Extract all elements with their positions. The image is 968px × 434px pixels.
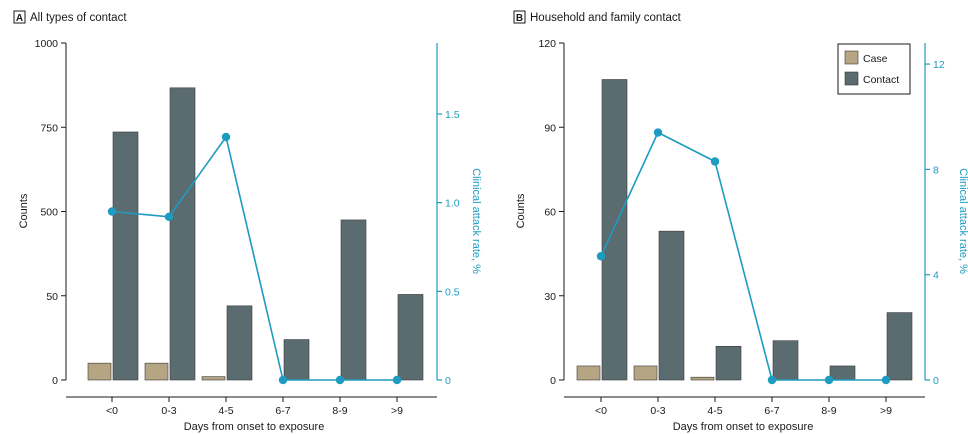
panel-a-y2-tick-label: 0.5 [445, 286, 460, 298]
panel-b-legend-label-case: Case [863, 53, 888, 65]
panel-b-y2-tick-label: 4 [933, 270, 939, 282]
panel-a-attack-rate-point [278, 375, 288, 385]
panel-a-case-bar [87, 362, 112, 381]
panel-b-attack-rate-point [824, 375, 834, 385]
panel-a-letter-box [13, 10, 26, 24]
panel-a-contact-bar [112, 131, 139, 381]
panel-a-case-bar [201, 376, 226, 381]
panel-b-y-tick-label: 0 [550, 375, 556, 387]
panel-a-plot-area: 0 50 500 750 1000 <0 0-3 4-5 6-7 8-9 >9 0 0.5 1.0 1.5 [35, 38, 460, 417]
panel-b-y2-axis-label: Clinical attack rate, % [957, 168, 968, 274]
panel-b-legend-label-contact: Contact [863, 74, 899, 86]
panel-b-x-tick-label: 4-5 [707, 405, 722, 417]
panel-b-case-bar [690, 376, 715, 381]
panel-b-attack-rate-point [881, 375, 891, 385]
panel-b-case-bar [633, 365, 658, 381]
panel-b-y2-tick-label: 0 [933, 375, 939, 387]
panel-a-x-tick-label: 4-5 [218, 405, 233, 417]
panel-b-x-tick-label: 0-3 [650, 405, 665, 417]
panel-a-attack-rate-point [107, 207, 117, 216]
panel-b-y-axis-label: Counts [515, 193, 527, 228]
panel-a-contact-bar [169, 87, 196, 381]
panel-a-y2-tick-label: 1.0 [445, 198, 460, 210]
panel-a-x-tick-label: <0 [106, 405, 118, 417]
panel-b-x-tick-label: 6-7 [764, 405, 779, 417]
panel-a-letter: A [16, 13, 23, 24]
panel-b-letter: B [516, 13, 523, 24]
panel-b-contact-bar [658, 230, 685, 381]
panel-b-contact-bar [601, 79, 628, 381]
panel-b-attack-rate-point [596, 252, 606, 261]
panel-b-x-tick-label: 8-9 [821, 405, 836, 417]
panel-a-y2-tick-label: 0 [445, 375, 451, 387]
panel-a-y-axis-label: Counts [18, 193, 30, 228]
panel-a-x-axis-label: Days from onset to exposure [184, 421, 325, 433]
panel-b-contact-bar [715, 345, 742, 381]
panel-a-y2-axis-label: Clinical attack rate, % [470, 168, 482, 274]
panel-b-legend-swatch-case [844, 50, 859, 65]
panel-a-attack-rate-point [221, 132, 231, 142]
panel-b-contact-bar [829, 365, 856, 381]
panel-a-title: All types of contact [30, 12, 127, 24]
panel-b-attack-rate-point [767, 375, 777, 385]
panel-a-case-bar [144, 362, 169, 381]
panel-a-contact-bar [397, 294, 424, 381]
panel-b-y-tick-label: 120 [538, 38, 556, 50]
panel-b-contact-bar [772, 340, 799, 381]
panel-b-x-axis-label: Days from onset to exposure [673, 421, 814, 433]
panel-b-title: Household and family contact [530, 12, 682, 24]
panel-b-y-tick-label: 60 [544, 207, 556, 219]
panel-b-y2-tick-label: 12 [933, 59, 945, 71]
panel-b: B Household and family contact Counts Cl… [513, 10, 968, 433]
panel-a-attack-rate-line [111, 135, 397, 381]
panel-a-attack-rate-point [164, 212, 174, 222]
panel-a-contact-bar [226, 305, 253, 381]
panel-b-x-tick-label: <0 [595, 405, 607, 417]
panel-b-case-bar [576, 365, 601, 381]
panel-a-y-tick-label: 50 [46, 291, 58, 303]
panel-a-y-tick-label: 1000 [35, 38, 59, 50]
panel-b-attack-rate-line [600, 131, 886, 381]
panel-a-y-tick-label: 0 [52, 375, 58, 387]
panel-b-x-tick-label: >9 [880, 405, 892, 417]
panel-a-y-tick-label: 750 [40, 122, 58, 134]
panel-a-y-tick-label: 500 [40, 207, 58, 219]
panel-b-contact-bar [886, 312, 913, 381]
panel-a: A All types of contact Counts Clinical a… [13, 10, 482, 433]
panel-b-y-tick-label: 30 [544, 291, 556, 303]
panel-b-y-tick-label: 90 [544, 122, 556, 134]
panel-b-y2-tick-label: 8 [933, 164, 939, 176]
panel-a-attack-rate-point [335, 375, 345, 385]
panel-a-contact-bar [340, 219, 367, 381]
panel-b-plot-area: 0 30 60 90 120 <0 0-3 4-5 6-7 8-9 >9 0 4 8 12 Case Conta… [538, 38, 944, 417]
panel-a-x-tick-label: 8-9 [332, 405, 347, 417]
panel-a-x-tick-label: 6-7 [275, 405, 290, 417]
panel-b-letter-box [513, 10, 526, 24]
panel-a-contact-bar [283, 339, 310, 381]
panel-b-attack-rate-point [653, 128, 663, 137]
panel-b-legend-swatch-contact [844, 71, 859, 86]
panel-b-attack-rate-point [710, 157, 720, 166]
panel-a-x-tick-label: 0-3 [161, 405, 176, 417]
panel-a-y2-tick-label: 1.5 [445, 109, 460, 121]
panel-a-x-tick-label: >9 [391, 405, 403, 417]
panel-a-attack-rate-point [392, 375, 402, 385]
